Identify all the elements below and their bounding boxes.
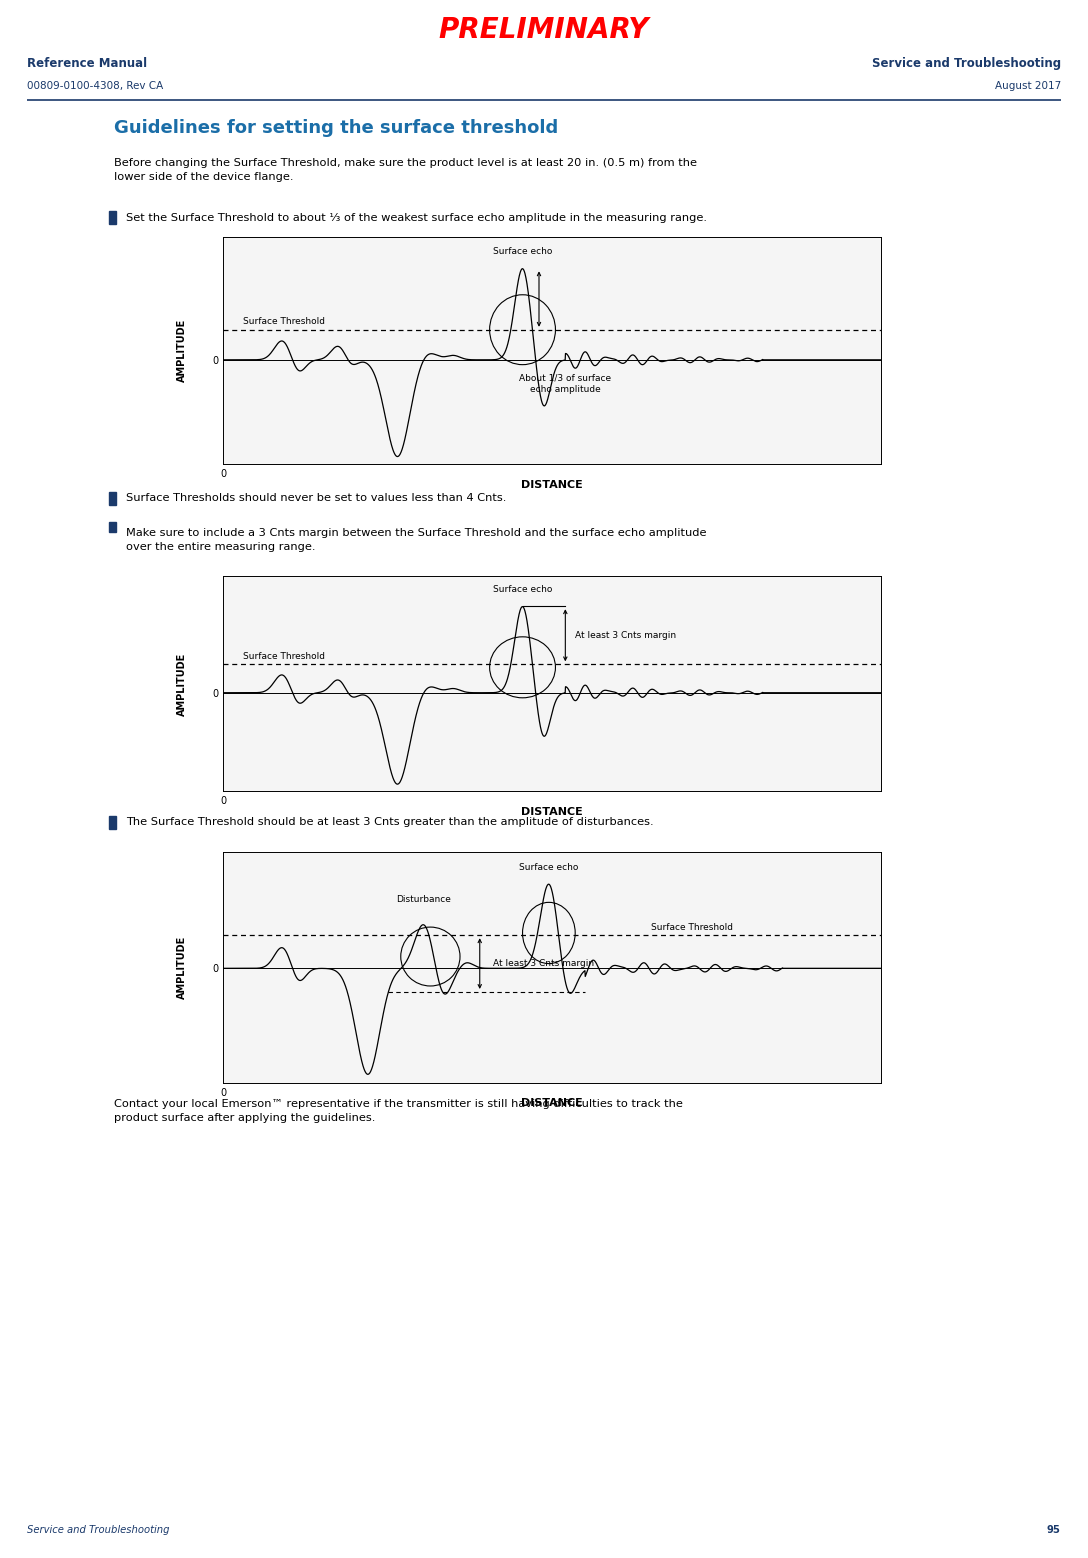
Text: 00809-0100-4308, Rev CA: 00809-0100-4308, Rev CA	[27, 81, 163, 90]
Y-axis label: AMPLITUDE: AMPLITUDE	[177, 653, 187, 715]
Text: Disturbance: Disturbance	[396, 896, 452, 905]
Text: Reference Manual: Reference Manual	[27, 58, 147, 70]
Text: Service and Troubleshooting: Service and Troubleshooting	[871, 58, 1061, 70]
Text: DISTANCE: DISTANCE	[521, 480, 583, 489]
Bar	[109, 522, 116, 533]
Text: Surface echo: Surface echo	[519, 863, 579, 871]
Text: Surface Thresholds should never be set to values less than 4 Cnts.: Surface Thresholds should never be set t…	[126, 494, 507, 503]
Text: 95: 95	[1047, 1525, 1061, 1535]
Y-axis label: AMPLITUDE: AMPLITUDE	[177, 319, 187, 382]
Text: Surface Threshold: Surface Threshold	[243, 653, 325, 661]
Bar	[109, 212, 116, 224]
Text: DISTANCE: DISTANCE	[521, 1098, 583, 1108]
Text: DISTANCE: DISTANCE	[521, 807, 583, 816]
Text: Surface Threshold: Surface Threshold	[651, 922, 733, 932]
Text: Before changing the Surface Threshold, make sure the product level is at least 2: Before changing the Surface Threshold, m…	[114, 159, 697, 182]
Text: Set the Surface Threshold to about ¹⁄₃ of the weakest surface echo amplitude in : Set the Surface Threshold to about ¹⁄₃ o…	[126, 213, 707, 223]
Bar	[109, 816, 116, 829]
Text: About 1/3 of surface
echo amplitude: About 1/3 of surface echo amplitude	[519, 374, 611, 394]
Text: Service and Troubleshooting: Service and Troubleshooting	[27, 1525, 170, 1535]
Text: At least 3 Cnts margin: At least 3 Cnts margin	[493, 960, 594, 968]
Text: At least 3 Cnts margin: At least 3 Cnts margin	[576, 631, 677, 640]
Bar	[109, 492, 116, 505]
Text: Surface Threshold: Surface Threshold	[243, 318, 325, 326]
Text: Guidelines for setting the surface threshold: Guidelines for setting the surface thres…	[114, 118, 558, 137]
Text: The Surface Threshold should be at least 3 Cnts greater than the amplitude of di: The Surface Threshold should be at least…	[126, 818, 654, 827]
Text: Surface echo: Surface echo	[493, 584, 553, 594]
Text: Make sure to include a 3 Cnts margin between the Surface Threshold and the surfa: Make sure to include a 3 Cnts margin bet…	[126, 528, 707, 553]
Text: PRELIMINARY: PRELIMINARY	[438, 17, 650, 44]
Y-axis label: AMPLITUDE: AMPLITUDE	[177, 936, 187, 999]
Text: August 2017: August 2017	[994, 81, 1061, 90]
Text: Contact your local Emerson™ representative if the transmitter is still having di: Contact your local Emerson™ representati…	[114, 1100, 683, 1123]
Text: Surface echo: Surface echo	[493, 246, 553, 256]
